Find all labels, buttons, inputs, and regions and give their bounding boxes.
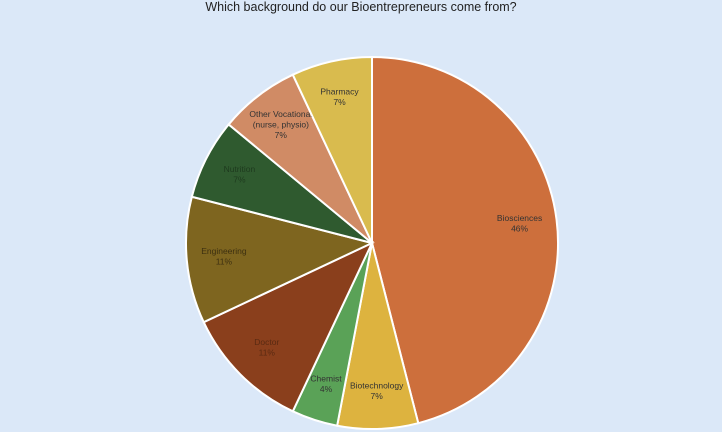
pie-slice-biosciences xyxy=(371,55,560,425)
slice-value-label: 4% xyxy=(320,384,333,394)
slice-value-label: 11% xyxy=(216,257,233,267)
pie-slice-engineering xyxy=(185,195,375,324)
slice-category-label: Other Vocational xyxy=(249,109,312,119)
pie-slice-pharmacy xyxy=(291,55,373,244)
data-label-pharmacy: Pharmacy 7% xyxy=(320,87,359,108)
slice-category-label: Biotechnology xyxy=(350,381,404,391)
slice-category-label: Nutrition xyxy=(224,164,256,174)
data-label-biosciences: Biosciences 46% xyxy=(497,213,542,234)
slice-category-label: Pharmacy xyxy=(320,87,359,97)
slice-category-label: Chemist xyxy=(310,374,342,384)
slice-value-label: 7% xyxy=(333,97,346,107)
data-label-engineering: Engineering 11% xyxy=(201,246,247,266)
data-label-doctor: Doctor 11% xyxy=(254,337,279,358)
slice-category-label: Engineering xyxy=(201,246,247,256)
chart-title: Which background do our Bioentrepreneurs… xyxy=(205,0,517,14)
slice-category-label: Doctor xyxy=(254,337,279,347)
slice-value-label: 7% xyxy=(371,391,384,401)
slice-value-label: 7% xyxy=(233,175,246,185)
data-label-other-vocational-nurse-physio: Other Vocational (nurse, physio) 7% xyxy=(249,109,312,140)
pie-slice-doctor xyxy=(202,240,375,413)
data-label-biotechnology: Biotechnology 7% xyxy=(350,381,404,402)
slice-value-label: 46% xyxy=(511,224,528,234)
slice-category-label: Biosciences xyxy=(497,213,542,223)
slice-category-label: (nurse, physio) xyxy=(253,120,309,130)
slice-value-label: 7% xyxy=(275,130,288,140)
data-label-chemist: Chemist 4% xyxy=(310,374,342,395)
data-label-nutrition: Nutrition 7% xyxy=(224,164,256,185)
slice-value-label: 11% xyxy=(259,348,276,358)
